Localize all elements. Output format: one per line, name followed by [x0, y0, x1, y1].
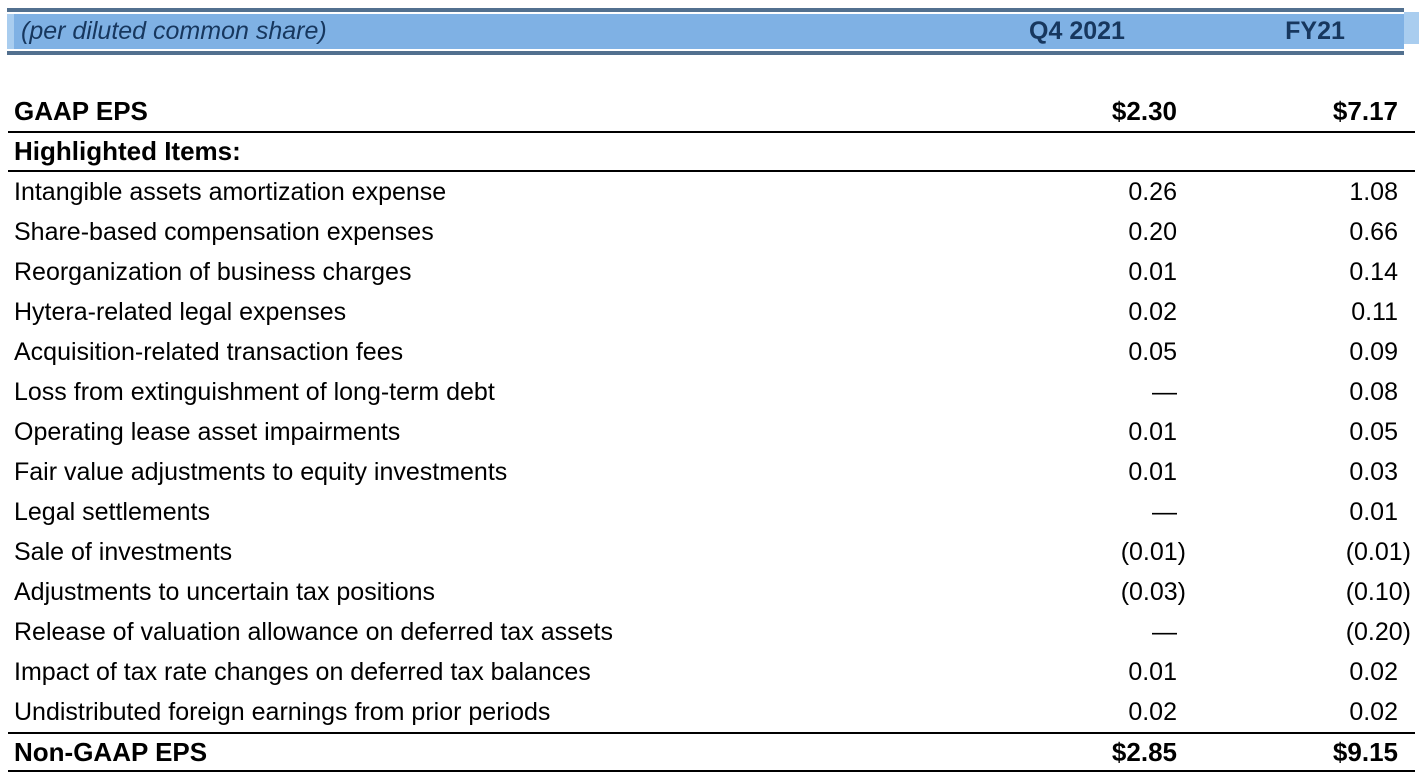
item-label: Adjustments to uncertain tax positions [14, 577, 436, 606]
item-q4-value: 0.02 [1128, 297, 1177, 326]
gaap-eps-row: GAAP EPS $2.30 $7.17 [8, 92, 1415, 133]
item-q4-value: — [1152, 617, 1177, 646]
item-q4-value: (0.03) [1120, 577, 1186, 606]
item-fy-value: 0.08 [1349, 377, 1398, 406]
item-fy-value: 0.05 [1349, 417, 1398, 446]
non-gaap-eps-q4-value: $2.85 [1111, 736, 1177, 767]
item-q4-value: (0.01) [1120, 537, 1186, 566]
gaap-eps-q4-value: $2.30 [1111, 96, 1177, 126]
header-right-cap [1404, 12, 1419, 44]
header-frame: (per diluted common share) Q4 2021 FY21 [7, 8, 1404, 55]
table-header-row: (per diluted common share) Q4 2021 FY21 [7, 8, 1419, 55]
highlighted-items-header: Highlighted Items: [8, 133, 1415, 172]
item-q4-value: — [1152, 377, 1177, 406]
table-row: Hytera-related legal expenses 0.02 0.11 [8, 292, 1415, 332]
item-label: Acquisition-related transaction fees [14, 337, 404, 366]
item-label: Fair value adjustments to equity investm… [14, 457, 508, 486]
column-header-q4: Q4 2021 [1029, 17, 1125, 45]
item-fy-value: 0.01 [1349, 497, 1398, 526]
highlighted-items-list: Intangible assets amortization expense 0.… [8, 172, 1415, 734]
item-fy-value: 1.08 [1349, 177, 1398, 206]
item-q4-value: 0.20 [1128, 217, 1177, 246]
item-q4-value: — [1152, 497, 1177, 526]
item-label: Legal settlements [14, 497, 210, 526]
highlighted-items-label: Highlighted Items: [14, 136, 241, 166]
non-gaap-eps-row: Non-GAAP EPS $2.85 $9.15 [8, 734, 1415, 772]
item-q4-value: 0.01 [1128, 417, 1177, 446]
item-label: Operating lease asset impairments [14, 417, 401, 446]
item-fy-value: 0.02 [1349, 657, 1398, 686]
table-row: Adjustments to uncertain tax positions (0… [8, 572, 1415, 612]
item-q4-value: 0.01 [1128, 657, 1177, 686]
table-row: Acquisition-related transaction fees 0.05… [8, 332, 1415, 372]
unit-label: (per diluted common share) [21, 17, 327, 45]
item-fy-value: (0.01) [1345, 537, 1411, 566]
gaap-eps-fy-value: $7.17 [1332, 96, 1398, 126]
item-fy-value: 0.03 [1349, 457, 1398, 486]
item-fy-value: 0.11 [1351, 297, 1398, 326]
item-fy-value: 0.09 [1349, 337, 1398, 366]
item-label: Loss from extinguishment of long-term de… [14, 377, 495, 406]
gaap-eps-label: GAAP EPS [14, 96, 148, 126]
header-left-cap [7, 14, 14, 49]
table-row: Impact of tax rate changes on deferred t… [8, 652, 1415, 692]
table-row: Operating lease asset impairments 0.01 0.0… [8, 412, 1415, 452]
item-q4-value: 0.26 [1128, 177, 1177, 206]
table-row: Sale of investments (0.01) (0.01) [8, 532, 1415, 572]
item-fy-value: (0.20) [1345, 617, 1411, 646]
table-row: Share-based compensation expenses 0.20 0.6… [8, 212, 1415, 252]
item-label: Hytera-related legal expenses [14, 297, 347, 326]
table-row: Reorganization of business charges 0.01 0.… [8, 252, 1415, 292]
item-label: Reorganization of business charges [14, 257, 412, 286]
non-gaap-eps-label: Non-GAAP EPS [14, 736, 208, 767]
table-row: Loss from extinguishment of long-term de… [8, 372, 1415, 412]
item-label: Intangible assets amortization expense [14, 177, 447, 206]
item-q4-value: 0.01 [1128, 457, 1177, 486]
non-gaap-eps-fy-value: $9.15 [1332, 736, 1398, 767]
table-row: Legal settlements — 0.01 [8, 492, 1415, 532]
item-fy-value: 0.02 [1349, 697, 1398, 726]
item-fy-value: 0.14 [1349, 257, 1398, 286]
item-label: Share-based compensation expenses [14, 217, 434, 246]
table-row: Intangible assets amortization expense 0.… [8, 172, 1415, 212]
item-label: Release of valuation allowance on deferr… [14, 617, 613, 646]
item-label: Impact of tax rate changes on deferred t… [14, 657, 591, 686]
table-body: GAAP EPS $2.30 $7.17 Highlighted Items: … [8, 92, 1415, 772]
item-q4-value: 0.01 [1128, 257, 1177, 286]
item-label: Sale of investments [14, 537, 233, 566]
item-fy-value: (0.10) [1345, 577, 1411, 606]
item-q4-value: 0.02 [1128, 697, 1177, 726]
table-row: Undistributed foreign earnings from prio… [8, 692, 1415, 732]
item-fy-value: 0.66 [1349, 217, 1398, 246]
table-row: Release of valuation allowance on deferr… [8, 612, 1415, 652]
item-q4-value: 0.05 [1128, 337, 1177, 366]
header-gap [0, 55, 1419, 92]
column-header-fy: FY21 [1285, 17, 1345, 45]
table-row: Fair value adjustments to equity investm… [8, 452, 1415, 492]
item-label: Undistributed foreign earnings from prio… [14, 697, 551, 726]
